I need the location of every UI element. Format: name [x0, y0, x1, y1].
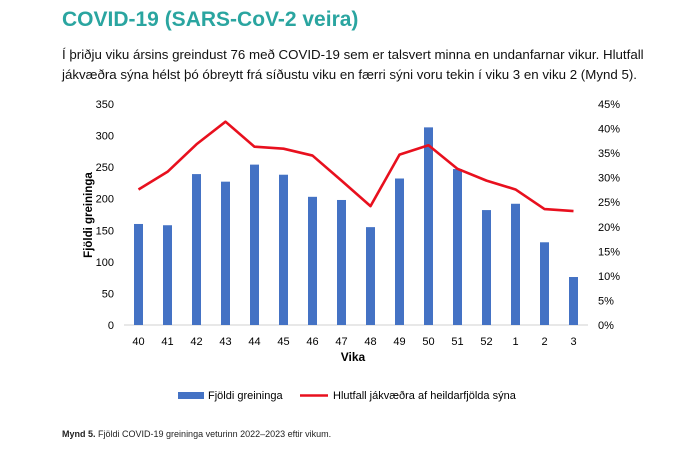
bar — [308, 196, 317, 325]
bar — [569, 277, 578, 325]
bar — [192, 174, 201, 325]
y-tick-label: 50 — [102, 288, 114, 300]
y2-tick-label: 15% — [598, 246, 620, 258]
bar — [424, 127, 433, 325]
x-tick-label: 3 — [570, 336, 576, 348]
bar — [163, 225, 172, 325]
y-tick-label: 0 — [108, 320, 114, 332]
bar — [279, 174, 288, 325]
y-tick-label: 300 — [96, 131, 114, 143]
bar — [250, 164, 259, 325]
bar — [221, 181, 230, 325]
legend-swatch-bars — [178, 392, 204, 399]
legend-label-bars: Fjöldi greininga — [208, 390, 283, 402]
bar — [337, 199, 346, 325]
left-axis: 0 50 100 150 200 250 300 350 — [96, 99, 114, 332]
page-heading: COVID-19 (SARS-CoV-2 veira) — [62, 8, 359, 31]
y2-tick-label: 30% — [598, 173, 620, 185]
bar — [482, 210, 491, 325]
y-tick-label: 150 — [96, 225, 114, 237]
x-tick-label: 47 — [335, 336, 347, 348]
caption-label: Mynd 5. — [62, 429, 96, 439]
y-tick-label: 350 — [96, 99, 114, 111]
bar — [366, 227, 375, 325]
intro-paragraph: Í þriðju viku ársins greindust 76 með CO… — [62, 47, 644, 82]
y2-tick-label: 5% — [598, 295, 614, 307]
y2-tick-label: 25% — [598, 197, 620, 209]
y-axis-title: Fjöldi greininga — [83, 172, 95, 258]
y2-tick-label: 20% — [598, 222, 620, 234]
x-tick-label: 46 — [306, 336, 318, 348]
x-tick-label: 50 — [422, 336, 434, 348]
bar — [134, 223, 143, 325]
x-tick-label: 44 — [248, 336, 260, 348]
x-tick-label: 2 — [541, 336, 547, 348]
y2-tick-label: 45% — [598, 99, 620, 111]
x-tick-label: 48 — [364, 336, 376, 348]
x-tick-label: 45 — [277, 336, 289, 348]
y-tick-label: 200 — [96, 194, 114, 206]
bar — [395, 178, 404, 325]
x-tick-label: 42 — [190, 336, 202, 348]
legend: Fjöldi greininga Hlutfall jákvæðra af he… — [178, 390, 517, 402]
y2-tick-label: 0% — [598, 320, 614, 332]
x-axis-title: Vika — [341, 350, 366, 364]
bar — [540, 242, 549, 325]
x-tick-label: 49 — [393, 336, 405, 348]
x-tick-label: 52 — [480, 336, 492, 348]
bar-series — [134, 127, 578, 325]
caption-text: Fjöldi COVID-19 greininga veturinn 2022–… — [98, 429, 332, 439]
y-tick-label: 250 — [96, 162, 114, 174]
bar — [453, 169, 462, 325]
bar — [511, 203, 520, 325]
figure-caption: Mynd 5. Fjöldi COVID-19 greininga veturi… — [62, 429, 331, 439]
y2-tick-label: 40% — [598, 124, 620, 136]
y-tick-label: 100 — [96, 257, 114, 269]
right-axis: 0% 5% 10% 15% 20% 25% 30% 35% 40% 45% — [598, 99, 620, 332]
x-tick-label: 1 — [512, 336, 518, 348]
legend-label-line: Hlutfall jákvæðra af heildarfjölda sýna — [333, 390, 517, 402]
y2-tick-label: 10% — [598, 271, 620, 283]
y2-tick-label: 35% — [598, 148, 620, 160]
x-tick-label: 41 — [161, 336, 173, 348]
x-axis: 40 41 42 43 44 45 46 47 48 49 50 51 52 1 2 3 — [132, 336, 576, 348]
x-tick-label: 51 — [451, 336, 463, 348]
x-tick-label: 43 — [219, 336, 231, 348]
line-series — [137, 120, 574, 213]
x-tick-label: 40 — [132, 336, 144, 348]
